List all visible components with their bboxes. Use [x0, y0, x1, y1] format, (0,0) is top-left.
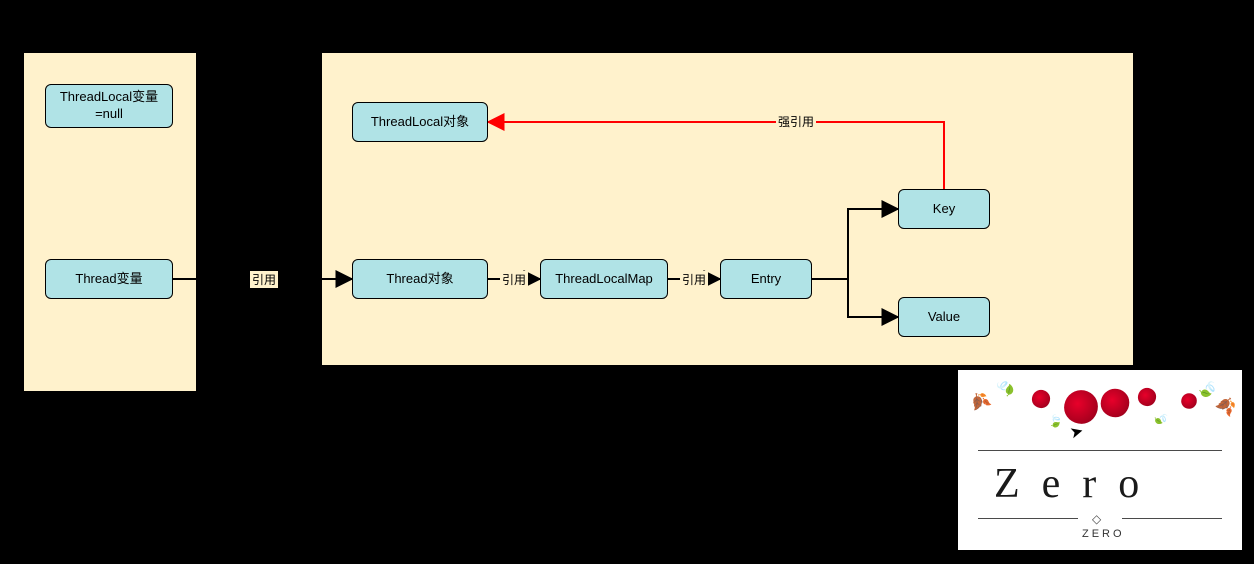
edge-label-e_map_entry: 引用: [680, 271, 708, 288]
rose-icon: [1181, 393, 1197, 409]
rose-icon: [1064, 390, 1098, 424]
watermark-line: [978, 450, 1222, 451]
leaf-icon: 🍂: [966, 388, 993, 415]
node-thread-obj: Thread对象: [352, 259, 488, 299]
node-label: ThreadLocalMap: [555, 271, 653, 288]
rose-icon: [1138, 388, 1156, 406]
leaf-icon: 🍃: [1152, 409, 1172, 429]
node-label: ThreadLocal对象: [371, 114, 469, 131]
node-label: Entry: [751, 271, 781, 288]
leaf-icon: 🍃: [1048, 414, 1063, 428]
heap-region: [321, 52, 1134, 366]
node-value: Value: [898, 297, 990, 337]
edge-label-e_key_tlobj_strong: 强引用: [776, 113, 816, 130]
node-label: Key: [933, 201, 955, 218]
edge-label-e_threadobj_map: 引用: [500, 271, 528, 288]
watermark-line: [1122, 518, 1222, 519]
node-label: Thread变量: [75, 271, 142, 288]
watermark-sub-text: ZERO: [1082, 528, 1125, 540]
rose-icon: [1032, 390, 1050, 408]
node-label: ThreadLocal变量=null: [60, 89, 158, 123]
watermark-card: 🍂 🍃 🍃 🍂 🍃 🍃 ➤ Zero ◇ ZERO: [958, 370, 1242, 550]
edge-label-e_threadvar_threadobj: 引用: [250, 271, 278, 288]
rose-icon: [1101, 389, 1130, 418]
heap-title: 堆: [680, 22, 696, 46]
leaf-icon: 🍂: [1213, 393, 1240, 420]
watermark-main-text: Zero: [994, 460, 1161, 508]
watermark-ornament-icon: ◇: [1092, 512, 1101, 526]
node-key: Key: [898, 189, 990, 229]
node-threadlocal-var-null: ThreadLocal变量=null: [45, 84, 173, 128]
watermark-line: [978, 518, 1078, 519]
node-threadlocalmap: ThreadLocalMap: [540, 259, 668, 299]
stack-title: 栈: [100, 22, 116, 46]
node-thread-var: Thread变量: [45, 259, 173, 299]
leaf-icon: 🍃: [992, 374, 1020, 402]
node-label: Value: [928, 309, 960, 326]
watermark-florals: 🍂 🍃 🍃 🍂 🍃 🍃: [958, 370, 1242, 440]
node-threadlocal-obj: ThreadLocal对象: [352, 102, 488, 142]
node-entry: Entry: [720, 259, 812, 299]
node-label: Thread对象: [386, 271, 453, 288]
